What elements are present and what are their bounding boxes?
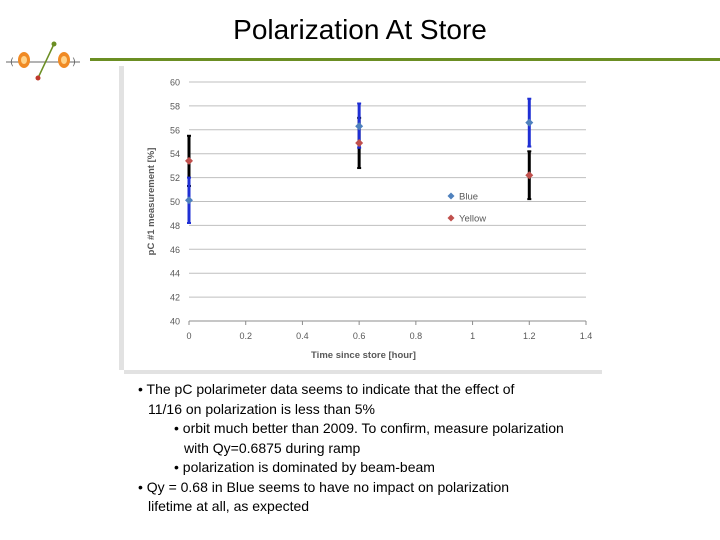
y-tick-label: 50: [170, 197, 180, 207]
slide-title: Polarization At Store: [233, 14, 487, 45]
legend-blue-label: Blue: [459, 192, 478, 203]
blue-data-point: [355, 122, 364, 131]
yellow-data-point: [525, 171, 534, 180]
x-tick-label: 0.8: [410, 331, 423, 341]
y-tick-label: 46: [170, 245, 180, 255]
bullet-1-line-1: • The pC polarimeter data seems to indic…: [138, 381, 515, 397]
y-tick-label: 58: [170, 101, 180, 111]
polarization-chart: 40 42 44 46 48 50 52 54 56 58 60 0 0.2 0.4 0.6 0.8 1 1.2 1…: [146, 78, 593, 362]
svg-text:(: (: [10, 57, 14, 68]
x-axis-title: Time since store [hour]: [311, 350, 416, 361]
bullet-2-line-1: • Qy = 0.68 in Blue seems to have no imp…: [138, 478, 510, 495]
x-tick-label: 0.2: [239, 331, 252, 341]
y-tick-label: 40: [170, 317, 180, 327]
svg-text:): ): [72, 57, 76, 68]
x-tick-label: 0: [186, 331, 191, 341]
legend-yellow-marker: [447, 214, 455, 222]
x-tick-label: 1: [470, 331, 475, 341]
y-axis-title: pC #1 measurement [%]: [146, 148, 157, 256]
sub-bullet-2-line-1: • polarization is dominated by beam-beam: [174, 459, 435, 475]
y-tick-label: 52: [170, 173, 180, 183]
legend-blue-marker: [447, 192, 455, 200]
x-tick-label: 1.2: [523, 331, 536, 341]
y-tick-label: 42: [170, 293, 180, 303]
x-tick-label: 0.4: [296, 331, 309, 341]
y-tick-label: 48: [170, 221, 180, 231]
x-tick-label: 1.4: [580, 331, 593, 341]
blue-data-point: [525, 118, 534, 127]
bullet-2-line-2: lifetime at all, as expected: [148, 498, 310, 514]
accelerator-logo-icon: ( ): [6, 41, 80, 81]
y-tick-label: 60: [170, 78, 180, 88]
yellow-data-point: [185, 156, 193, 165]
chart-frame: 40 42 44 46 48 50 52 54 56 58 60 0 0.2 0.4 0.6 0.8 1 1.2 1…: [124, 66, 602, 370]
y-tick-label: 54: [170, 149, 180, 159]
y-tick-label: 44: [170, 269, 180, 279]
bullet-1-line-2: 11/16 on polarization is less than 5%: [148, 400, 375, 417]
sub-bullet-1-line-2: with Qy=0.6875 during ramp: [184, 439, 361, 456]
legend-yellow-label: Yellow: [459, 214, 486, 225]
bullet-list: • The pC polarimeter data seems to indic…: [138, 380, 638, 517]
sub-bullet-1-line-1: • orbit much better than 2009. To confir…: [174, 420, 564, 436]
header-rule: [90, 58, 720, 61]
x-tick-label: 0.6: [353, 331, 366, 341]
y-tick-label: 56: [170, 125, 180, 135]
blue-data-point: [185, 196, 193, 205]
yellow-data-point: [355, 138, 364, 147]
